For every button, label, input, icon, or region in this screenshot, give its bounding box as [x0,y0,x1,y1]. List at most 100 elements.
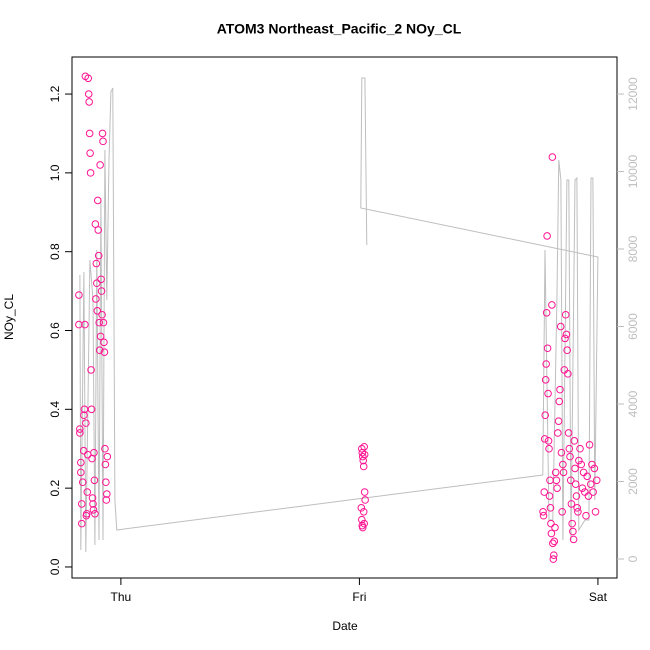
point [582,511,590,520]
plot-box [71,56,618,579]
point [563,346,571,355]
point [572,492,581,500]
point [555,397,564,406]
point [552,476,561,485]
point [591,507,600,516]
point [75,291,83,299]
point [578,484,587,492]
point [589,488,597,496]
point [360,450,369,459]
point [95,346,104,355]
point [102,496,111,504]
point [554,417,563,425]
point [358,523,367,532]
point [89,506,98,514]
point [544,437,553,445]
point [94,226,103,234]
point [547,529,556,538]
point [101,460,110,469]
point [586,480,595,489]
y-tick-label: 0.8 [48,243,62,260]
point [102,478,110,487]
point [357,444,366,453]
point [98,310,106,319]
point [545,444,553,453]
point [539,511,548,520]
point [83,488,92,496]
point [558,507,566,516]
point [103,452,112,461]
altitude-line [79,77,599,553]
point [564,429,573,437]
point [79,446,88,455]
point [93,307,102,315]
point [544,389,552,398]
point [548,153,557,161]
point [569,535,578,544]
point [77,500,86,508]
y-tick-label: 0.2 [48,479,62,496]
point [543,232,551,240]
point [89,500,97,508]
x-tick-label: Sat [589,590,608,604]
point [546,476,554,485]
point [549,551,558,559]
point [568,519,576,528]
point [359,462,368,471]
point [76,425,84,433]
point [357,504,366,512]
x-tick-label: Fri [352,590,366,604]
y-axis-label: NOy_CL [2,294,16,340]
point [566,476,575,485]
point [359,507,368,516]
y-tick-label: 0.4 [48,401,62,418]
point [75,320,83,329]
point [357,515,366,524]
point [97,287,106,295]
point [564,370,572,378]
point [90,448,98,457]
point [91,509,99,518]
point [548,301,556,309]
point [90,476,99,485]
y-tick-label: 0.0 [48,558,62,575]
y-tick-label: 1.0 [48,164,62,181]
point [86,149,94,157]
point [540,488,549,496]
point [86,169,95,177]
y2-tick-label: 12000 [626,77,640,111]
point [91,220,100,228]
point [567,500,576,508]
point [577,460,586,469]
point [82,419,90,427]
point [88,494,97,502]
point [574,507,582,516]
point [541,411,550,420]
point [99,137,107,146]
y2-tick-label: 6000 [626,313,640,340]
point [87,405,96,414]
point [549,555,558,563]
point [554,429,562,437]
point [541,375,550,384]
point [87,366,95,374]
point [92,295,100,303]
point [84,90,93,98]
point [92,259,101,268]
point [101,444,109,453]
x-tick-label: Thu [111,590,132,604]
point [95,318,103,327]
point [569,527,577,536]
y2-tick-label: 0 [626,555,640,562]
point [557,448,566,457]
point [588,460,596,469]
point [360,488,369,496]
point [100,348,109,356]
point [85,129,94,138]
point [576,444,584,453]
y-tick-label: 1.2 [48,85,62,102]
point [543,344,552,353]
point [94,251,103,260]
point [583,472,591,481]
